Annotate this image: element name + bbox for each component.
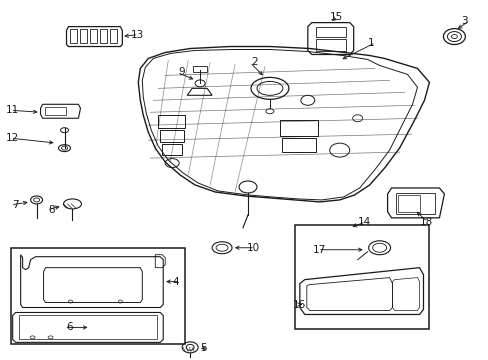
Text: 15: 15 <box>329 12 342 22</box>
Text: 18: 18 <box>419 217 432 227</box>
Text: 1: 1 <box>367 37 373 48</box>
Text: 9: 9 <box>178 67 185 77</box>
Text: 6: 6 <box>66 323 72 332</box>
Text: 5: 5 <box>200 343 206 354</box>
Text: 16: 16 <box>292 300 305 310</box>
Text: 13: 13 <box>130 30 143 40</box>
Text: 11: 11 <box>5 105 19 115</box>
Text: 12: 12 <box>5 133 19 143</box>
Text: 8: 8 <box>48 205 55 215</box>
Text: 7: 7 <box>12 200 19 210</box>
Text: 17: 17 <box>312 245 325 255</box>
Text: 4: 4 <box>172 276 179 287</box>
Text: 2: 2 <box>251 58 258 67</box>
Text: 10: 10 <box>246 243 260 253</box>
Text: 3: 3 <box>461 15 467 26</box>
Text: 14: 14 <box>357 217 370 227</box>
